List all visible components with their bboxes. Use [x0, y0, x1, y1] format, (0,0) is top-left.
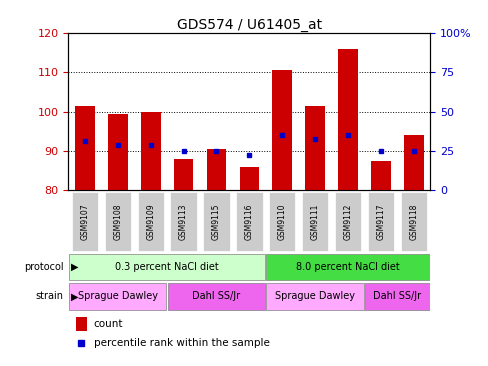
- Text: GSM9109: GSM9109: [146, 203, 155, 240]
- FancyBboxPatch shape: [72, 191, 98, 251]
- FancyBboxPatch shape: [69, 254, 264, 280]
- Title: GDS574 / U61405_at: GDS574 / U61405_at: [177, 18, 321, 32]
- Bar: [239, 167, 259, 190]
- FancyBboxPatch shape: [400, 191, 426, 251]
- Text: GSM9116: GSM9116: [244, 203, 253, 240]
- Text: strain: strain: [36, 291, 63, 302]
- FancyBboxPatch shape: [266, 254, 429, 280]
- Bar: [141, 112, 160, 190]
- Text: GSM9111: GSM9111: [310, 203, 319, 240]
- Text: Dahl SS/Jr: Dahl SS/Jr: [192, 291, 240, 302]
- Text: GSM9108: GSM9108: [113, 203, 122, 240]
- FancyBboxPatch shape: [69, 283, 166, 310]
- Bar: [206, 149, 226, 190]
- Bar: [75, 106, 95, 190]
- Bar: [108, 113, 127, 190]
- Text: Dahl SS/Jr: Dahl SS/Jr: [373, 291, 421, 302]
- Text: ▶: ▶: [71, 262, 78, 272]
- Text: GSM9115: GSM9115: [212, 203, 221, 240]
- Bar: [338, 49, 357, 190]
- Text: Sprague Dawley: Sprague Dawley: [78, 291, 158, 302]
- Text: percentile rank within the sample: percentile rank within the sample: [94, 338, 269, 348]
- Text: GSM9118: GSM9118: [408, 203, 418, 240]
- Text: protocol: protocol: [24, 262, 63, 272]
- Bar: [305, 106, 325, 190]
- Text: 0.3 percent NaCl diet: 0.3 percent NaCl diet: [115, 262, 219, 272]
- FancyBboxPatch shape: [104, 191, 131, 251]
- Bar: [272, 70, 291, 190]
- Bar: [76, 317, 86, 331]
- Text: Sprague Dawley: Sprague Dawley: [275, 291, 354, 302]
- FancyBboxPatch shape: [365, 283, 429, 310]
- Text: GSM9112: GSM9112: [343, 203, 352, 240]
- FancyBboxPatch shape: [203, 191, 229, 251]
- Bar: [370, 161, 390, 190]
- FancyBboxPatch shape: [170, 191, 196, 251]
- Text: count: count: [94, 319, 123, 329]
- FancyBboxPatch shape: [266, 283, 363, 310]
- Text: 8.0 percent NaCl diet: 8.0 percent NaCl diet: [296, 262, 399, 272]
- FancyBboxPatch shape: [167, 283, 264, 310]
- Bar: [173, 159, 193, 190]
- Text: ▶: ▶: [71, 291, 78, 302]
- Text: GSM9107: GSM9107: [80, 203, 89, 240]
- Text: GSM9110: GSM9110: [277, 203, 286, 240]
- FancyBboxPatch shape: [334, 191, 361, 251]
- Text: GSM9117: GSM9117: [376, 203, 385, 240]
- FancyBboxPatch shape: [302, 191, 327, 251]
- Text: GSM9113: GSM9113: [179, 203, 188, 240]
- FancyBboxPatch shape: [236, 191, 262, 251]
- FancyBboxPatch shape: [137, 191, 163, 251]
- Bar: [403, 135, 423, 190]
- FancyBboxPatch shape: [367, 191, 393, 251]
- FancyBboxPatch shape: [268, 191, 295, 251]
